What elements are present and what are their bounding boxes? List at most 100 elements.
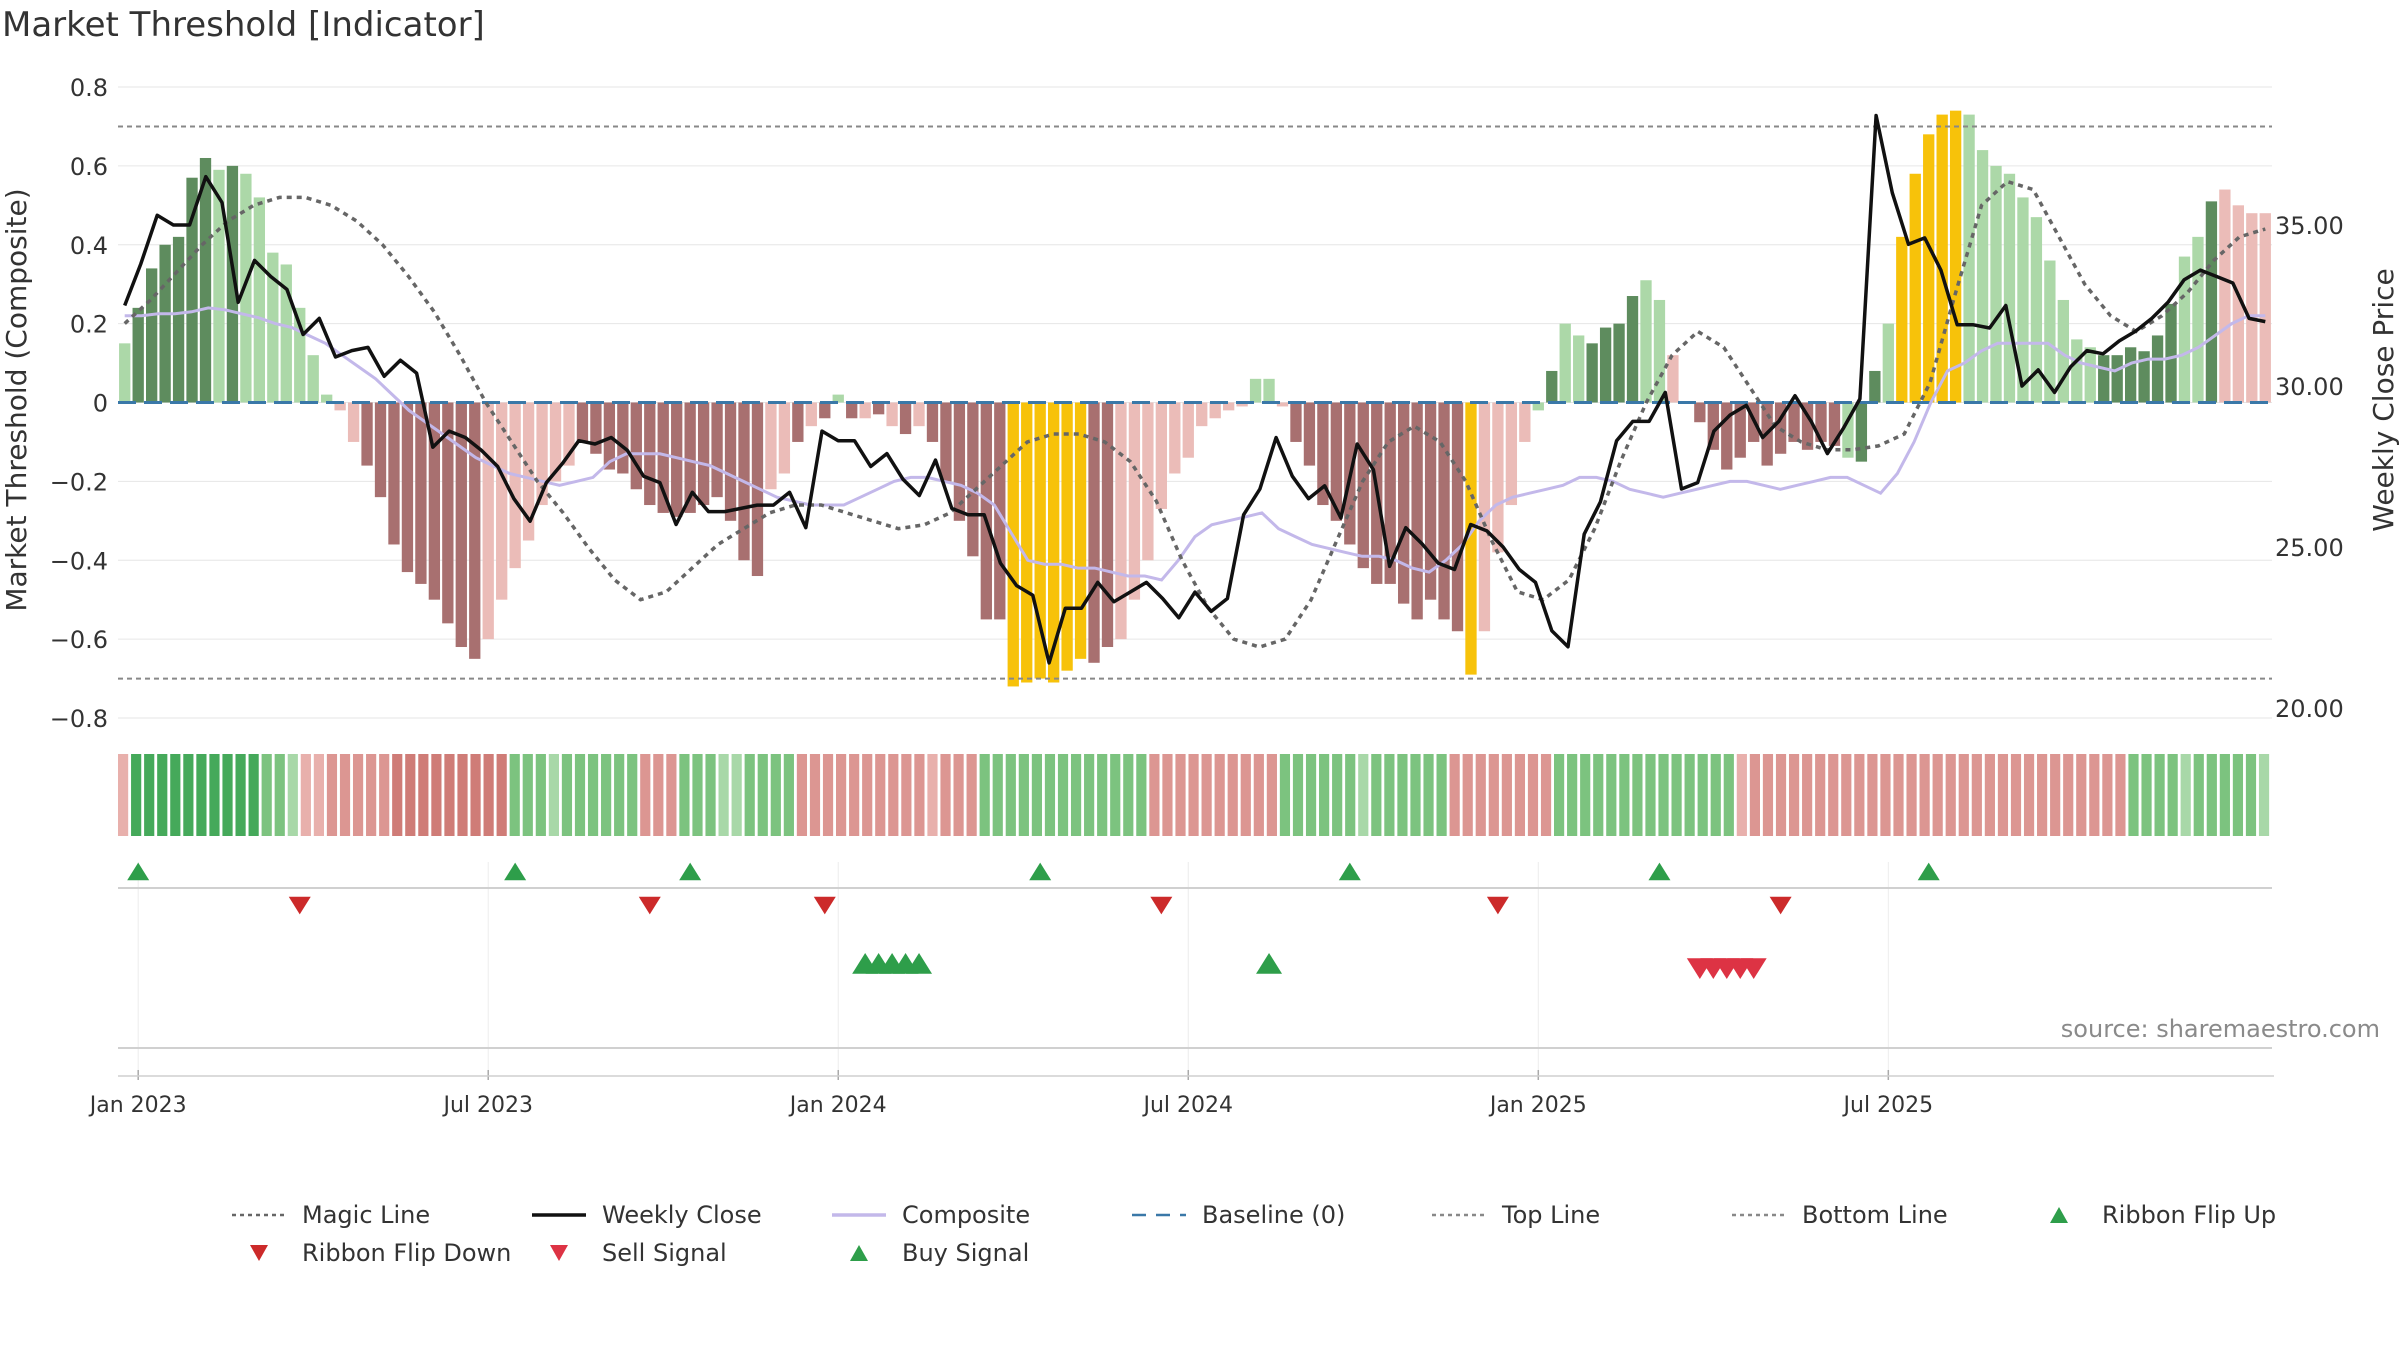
ribbon-cell bbox=[875, 754, 886, 836]
ribbon-cell bbox=[1123, 754, 1134, 836]
ribbon-cell bbox=[1919, 754, 1930, 836]
ribbon-cell bbox=[1632, 754, 1643, 836]
composite-bar bbox=[1223, 402, 1235, 411]
composite-bar bbox=[2246, 213, 2258, 403]
composite-bar bbox=[805, 402, 817, 427]
composite-bar bbox=[1074, 402, 1087, 659]
ribbon-cell bbox=[2063, 754, 2074, 836]
weekly-close-line bbox=[123, 113, 2266, 665]
legend-item: Ribbon Flip Down bbox=[230, 1238, 530, 1268]
composite-bar bbox=[2205, 201, 2218, 403]
ribbon-flip-down-marker bbox=[288, 896, 311, 915]
legend-label: Weekly Close bbox=[602, 1201, 762, 1229]
composite-bar bbox=[428, 402, 441, 600]
composite-bar bbox=[590, 402, 602, 454]
composite-bar bbox=[280, 264, 292, 403]
ribbon-cell bbox=[979, 754, 990, 836]
composite-bar bbox=[792, 402, 804, 442]
ribbon-cell bbox=[131, 754, 142, 836]
composite-bar bbox=[455, 402, 467, 648]
ribbon-cell bbox=[2102, 754, 2113, 836]
y-tick-label: 0.2 bbox=[70, 311, 108, 339]
ribbon-cell bbox=[849, 754, 860, 836]
ribbon-cell bbox=[966, 754, 977, 836]
ribbon-cell bbox=[640, 754, 651, 836]
composite-bar bbox=[1465, 402, 1477, 675]
composite-bar bbox=[267, 252, 279, 403]
composite-bar bbox=[899, 402, 912, 435]
composite-bar bbox=[146, 268, 158, 403]
ribbon-cell bbox=[274, 754, 285, 836]
ribbon-cell bbox=[1580, 754, 1591, 836]
ribbon-cell bbox=[1305, 754, 1317, 836]
composite-bar bbox=[536, 402, 548, 506]
composite-bar bbox=[1532, 402, 1544, 411]
legend-label: Ribbon Flip Down bbox=[302, 1239, 512, 1267]
ribbon-cell bbox=[1436, 754, 1447, 836]
ribbon-cell bbox=[1501, 754, 1512, 836]
composite-bar bbox=[186, 177, 198, 403]
ribbon-cell bbox=[196, 754, 207, 836]
composite-bar bbox=[1721, 402, 1733, 470]
ribbon-cell bbox=[2245, 754, 2257, 836]
composite-bar bbox=[2232, 205, 2244, 403]
ribbon-cell bbox=[457, 754, 468, 836]
ribbon-cell bbox=[705, 754, 716, 836]
ribbon-cell bbox=[1410, 754, 1421, 836]
composite-bar bbox=[819, 402, 831, 419]
composite-bar bbox=[1330, 402, 1343, 521]
ribbon-cell bbox=[1449, 754, 1460, 836]
y-axis-label: Market Threshold (Composite) bbox=[0, 188, 33, 611]
ribbon-cell bbox=[1488, 754, 1499, 836]
ribbon-cell bbox=[1084, 754, 1095, 836]
x-tick-label: Jan 2023 bbox=[88, 1093, 187, 1118]
composite-bar bbox=[1653, 299, 1666, 403]
ribbon-cell bbox=[1527, 754, 1539, 836]
ribbon-cell bbox=[757, 754, 768, 836]
composite-bar bbox=[1990, 165, 2002, 403]
composite-bar bbox=[2030, 217, 2043, 403]
composite-bar bbox=[1963, 114, 1975, 403]
ribbon-cell bbox=[809, 754, 821, 836]
legend-item: Buy Signal bbox=[830, 1238, 1130, 1268]
composite-bar bbox=[240, 173, 252, 403]
ribbon-flip-down-marker bbox=[638, 896, 661, 915]
composite-bar bbox=[1209, 402, 1221, 419]
composite-bar bbox=[1505, 402, 1518, 506]
composite-bar bbox=[1599, 327, 1612, 403]
legend-swatch bbox=[850, 1245, 868, 1261]
composite-bar bbox=[2071, 339, 2083, 403]
composite-line bbox=[124, 306, 2266, 582]
ribbon-cell bbox=[157, 754, 168, 836]
ribbon-flip-down-marker bbox=[1486, 896, 1509, 915]
composite-bar bbox=[1936, 114, 1948, 403]
composite-bar bbox=[2259, 213, 2271, 403]
composite-bar bbox=[1586, 343, 1598, 403]
signal-markers bbox=[127, 862, 1940, 980]
composite-bar bbox=[671, 402, 683, 517]
legend-item: Composite bbox=[830, 1200, 1130, 1230]
composite-bar bbox=[213, 169, 225, 403]
composite-bar bbox=[576, 402, 589, 442]
ribbon-cell bbox=[1945, 754, 1956, 836]
legend-item: Ribbon Flip Up bbox=[2030, 1200, 2330, 1230]
ribbon-cell bbox=[509, 754, 520, 836]
composite-bar bbox=[119, 343, 131, 403]
composite-bar bbox=[253, 197, 266, 403]
composite-bar bbox=[1626, 296, 1639, 403]
ribbon-cell bbox=[614, 754, 625, 836]
legend-swatch bbox=[1132, 1213, 1186, 1217]
ribbon-cell bbox=[601, 754, 612, 836]
ribbon-cell bbox=[2154, 754, 2165, 836]
composite-bar bbox=[294, 307, 306, 403]
composite-bar bbox=[697, 402, 710, 506]
y-tick-label: 0.4 bbox=[70, 232, 108, 260]
ribbon-cell bbox=[300, 754, 311, 836]
ribbon-cell bbox=[1057, 754, 1069, 836]
composite-bar bbox=[1303, 402, 1316, 466]
source-credit: source: sharemaestro.com bbox=[2060, 1015, 2380, 1043]
ribbon-cell bbox=[822, 754, 834, 836]
x-tick-label: Jul 2024 bbox=[1142, 1093, 1234, 1118]
ribbon-cell bbox=[1044, 754, 1056, 836]
